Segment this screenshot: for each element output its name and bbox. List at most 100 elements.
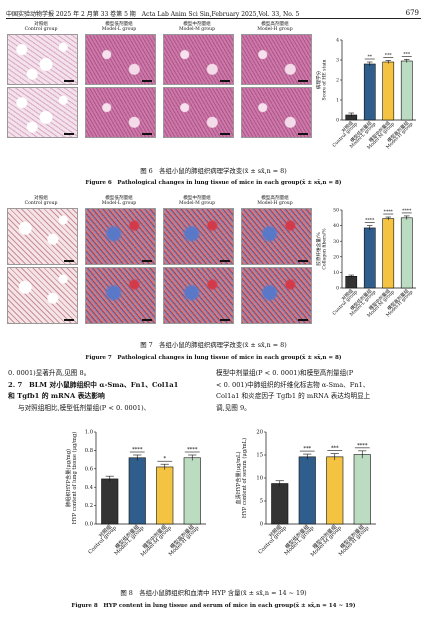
body-left-para: 与对照组相比,模型低剂量组(P < 0. 0001)、 bbox=[18, 404, 151, 412]
he-image-model-h-high bbox=[241, 87, 312, 138]
y-axis-label: 肺组织HYP含量(μg/mg) bbox=[64, 449, 72, 507]
journal-header: 中国实验动物学报 2025 年 2 月第 33 卷第 5 期 Acta Lab … bbox=[6, 11, 300, 18]
bar bbox=[128, 457, 146, 525]
y-tick-label: 50 bbox=[333, 208, 339, 214]
y-tick-label: 0.6 bbox=[85, 466, 93, 472]
fig7-col-label-model-m: 模型中剂量组 Model-M group bbox=[178, 196, 216, 206]
y-tick-label: 1 bbox=[336, 98, 339, 104]
he-image-model-m-low bbox=[163, 34, 234, 85]
bar bbox=[353, 454, 371, 525]
y-axis-label-en: Collagen fibers/% bbox=[322, 228, 328, 270]
significance-label: * bbox=[163, 456, 166, 462]
y-tick-label: 5 bbox=[260, 499, 263, 505]
y-tick-label: 10 bbox=[256, 476, 263, 482]
y-axis-label: 血清HYP含量(μg/mL) bbox=[234, 451, 242, 504]
y-tick-label: 2 bbox=[336, 78, 339, 84]
section-heading-line2: 和 Tgfb1 的 mRNA 表达影响 bbox=[8, 392, 105, 400]
y-tick-label: 1.0 bbox=[85, 430, 93, 436]
significance-label: **** bbox=[132, 447, 143, 453]
bar bbox=[183, 457, 201, 525]
y-tick-label: 10 bbox=[333, 270, 339, 276]
fig6-caption-cn: 图 6 各组小鼠的肺组织病理学改变(x̄ ± sx̄,n = 8) bbox=[140, 167, 287, 175]
body-right-line3: Col1a1 和炎症因子 Tgfb1 的 mRNA 表达均明显上 bbox=[216, 392, 371, 400]
significance-label: *** bbox=[385, 52, 393, 58]
fig8-serum-bar-chart: 0 5 10 15 20 血清HYP含量(μg/mL) HYP content of ser… bbox=[234, 430, 376, 558]
fig6-col-label-model-h: 模型高剂量组 Model-H group bbox=[257, 22, 293, 32]
y-tick-label: 0.2 bbox=[85, 503, 93, 509]
category-label-en: Model-H group bbox=[338, 525, 371, 558]
y-tick-label: 4 bbox=[336, 38, 339, 44]
y-tick-label: 20 bbox=[256, 430, 263, 436]
fig6-col-label-model-l: 模型低剂量组 Model-L group bbox=[101, 22, 137, 32]
body-right-line1: 模型中剂量组(P < 0. 0001)和模型高剂量组(P bbox=[216, 369, 354, 377]
page-number: 679 bbox=[405, 9, 419, 17]
y-tick-label: 40 bbox=[333, 223, 339, 229]
he-image-model-h-low bbox=[241, 34, 312, 85]
bar bbox=[363, 227, 376, 289]
fig6-col-label-control: 对照组 Control group bbox=[24, 22, 58, 32]
fig7-col-label-model-h: 模型高剂量组 Model-H group bbox=[257, 196, 293, 206]
masson-image-control-high bbox=[7, 267, 78, 324]
y-tick-label: 3 bbox=[336, 58, 339, 64]
significance-label: **** bbox=[357, 443, 368, 449]
masson-image-model-h-high bbox=[241, 267, 312, 324]
fig6-col-label-model-m: 模型中剂量组 Model-M group bbox=[178, 22, 216, 32]
significance-label: **** bbox=[402, 208, 412, 214]
he-image-control-low bbox=[7, 34, 78, 85]
masson-image-model-l-high bbox=[85, 267, 156, 324]
y-tick-label: 20 bbox=[333, 254, 339, 260]
y-tick-label: 15 bbox=[256, 453, 263, 459]
y-tick-label: 0 bbox=[336, 118, 339, 124]
masson-image-control-low bbox=[7, 208, 78, 265]
fig7-col-label-model-l: 模型低剂量组 Model-L group bbox=[101, 196, 137, 206]
significance-label: **** bbox=[365, 218, 375, 224]
fig6-caption-en: Figure 6 Pathological changes in lung ti… bbox=[85, 180, 342, 186]
y-tick-label: 0.8 bbox=[85, 448, 93, 454]
bar bbox=[271, 483, 289, 525]
significance-label: *** bbox=[303, 446, 311, 452]
y-tick-label: 0 bbox=[260, 522, 263, 528]
y-tick-label: 0.4 bbox=[85, 485, 94, 491]
he-image-model-m-high bbox=[163, 87, 234, 138]
body-right-line2: < 0. 001)中肺组织的纤维化标志物 α-Sma、Fn1、 bbox=[216, 381, 370, 389]
bar bbox=[101, 478, 119, 525]
bar bbox=[382, 61, 395, 121]
fig7-col-label-control: 对照组 Control group bbox=[24, 196, 58, 206]
fig8-caption-en: Figure 8 HYP content in lung tissue and … bbox=[71, 603, 356, 609]
fig8-lung-bar-chart: 0.0 0.2 0.4 0.6 0.8 1.0 肺组织HYP含量(μg/mg) HYP con… bbox=[64, 430, 206, 558]
bar bbox=[345, 276, 358, 289]
bar bbox=[382, 218, 395, 289]
masson-image-model-l-low bbox=[85, 208, 156, 265]
section-heading-line1: 2. 7 BLM 对小鼠肺组织中 α-Sma、Fn1、Col1a1 bbox=[8, 381, 179, 389]
y-axis-label: 病理学分 bbox=[315, 70, 322, 89]
category-label-en: Model-H group bbox=[168, 525, 201, 558]
bar bbox=[400, 60, 413, 121]
significance-label: **** bbox=[384, 209, 394, 215]
y-tick-label: 30 bbox=[333, 239, 339, 245]
he-image-control-high bbox=[7, 87, 78, 138]
he-image-model-l-low bbox=[85, 34, 156, 85]
bar bbox=[156, 466, 174, 525]
body-right-line4: 调,见图 9。 bbox=[216, 404, 251, 412]
bar bbox=[363, 63, 376, 121]
fig7-caption-en: Figure 7 Pathological changes in lung ti… bbox=[85, 355, 342, 361]
bar bbox=[326, 456, 344, 525]
y-axis-label-en: HYP content of lung tissue (μg/mg) bbox=[71, 432, 78, 525]
significance-label: **** bbox=[187, 447, 198, 453]
bar bbox=[400, 217, 413, 289]
masson-image-model-m-high bbox=[163, 267, 234, 324]
masson-image-model-m-low bbox=[163, 208, 234, 265]
masson-image-model-h-low bbox=[241, 208, 312, 265]
significance-label: ** bbox=[367, 54, 372, 60]
fig7-caption-cn: 图 7 各组小鼠的肺组织病理学改变(x̄ ± sx̄,n = 8) bbox=[140, 341, 287, 349]
header-rule bbox=[6, 18, 421, 19]
he-image-model-l-high bbox=[85, 87, 156, 138]
significance-label: *** bbox=[403, 51, 411, 57]
body-left-line1: 0. 0001)显著升高,见图 8。 bbox=[8, 369, 91, 377]
y-axis-label: 胶原纤维含量/% bbox=[315, 232, 322, 266]
significance-label: *** bbox=[331, 446, 339, 452]
y-axis-label-en: HYP content of serum (μg/mL) bbox=[241, 438, 248, 518]
y-axis-label-en: Score of HE stain bbox=[322, 59, 328, 100]
